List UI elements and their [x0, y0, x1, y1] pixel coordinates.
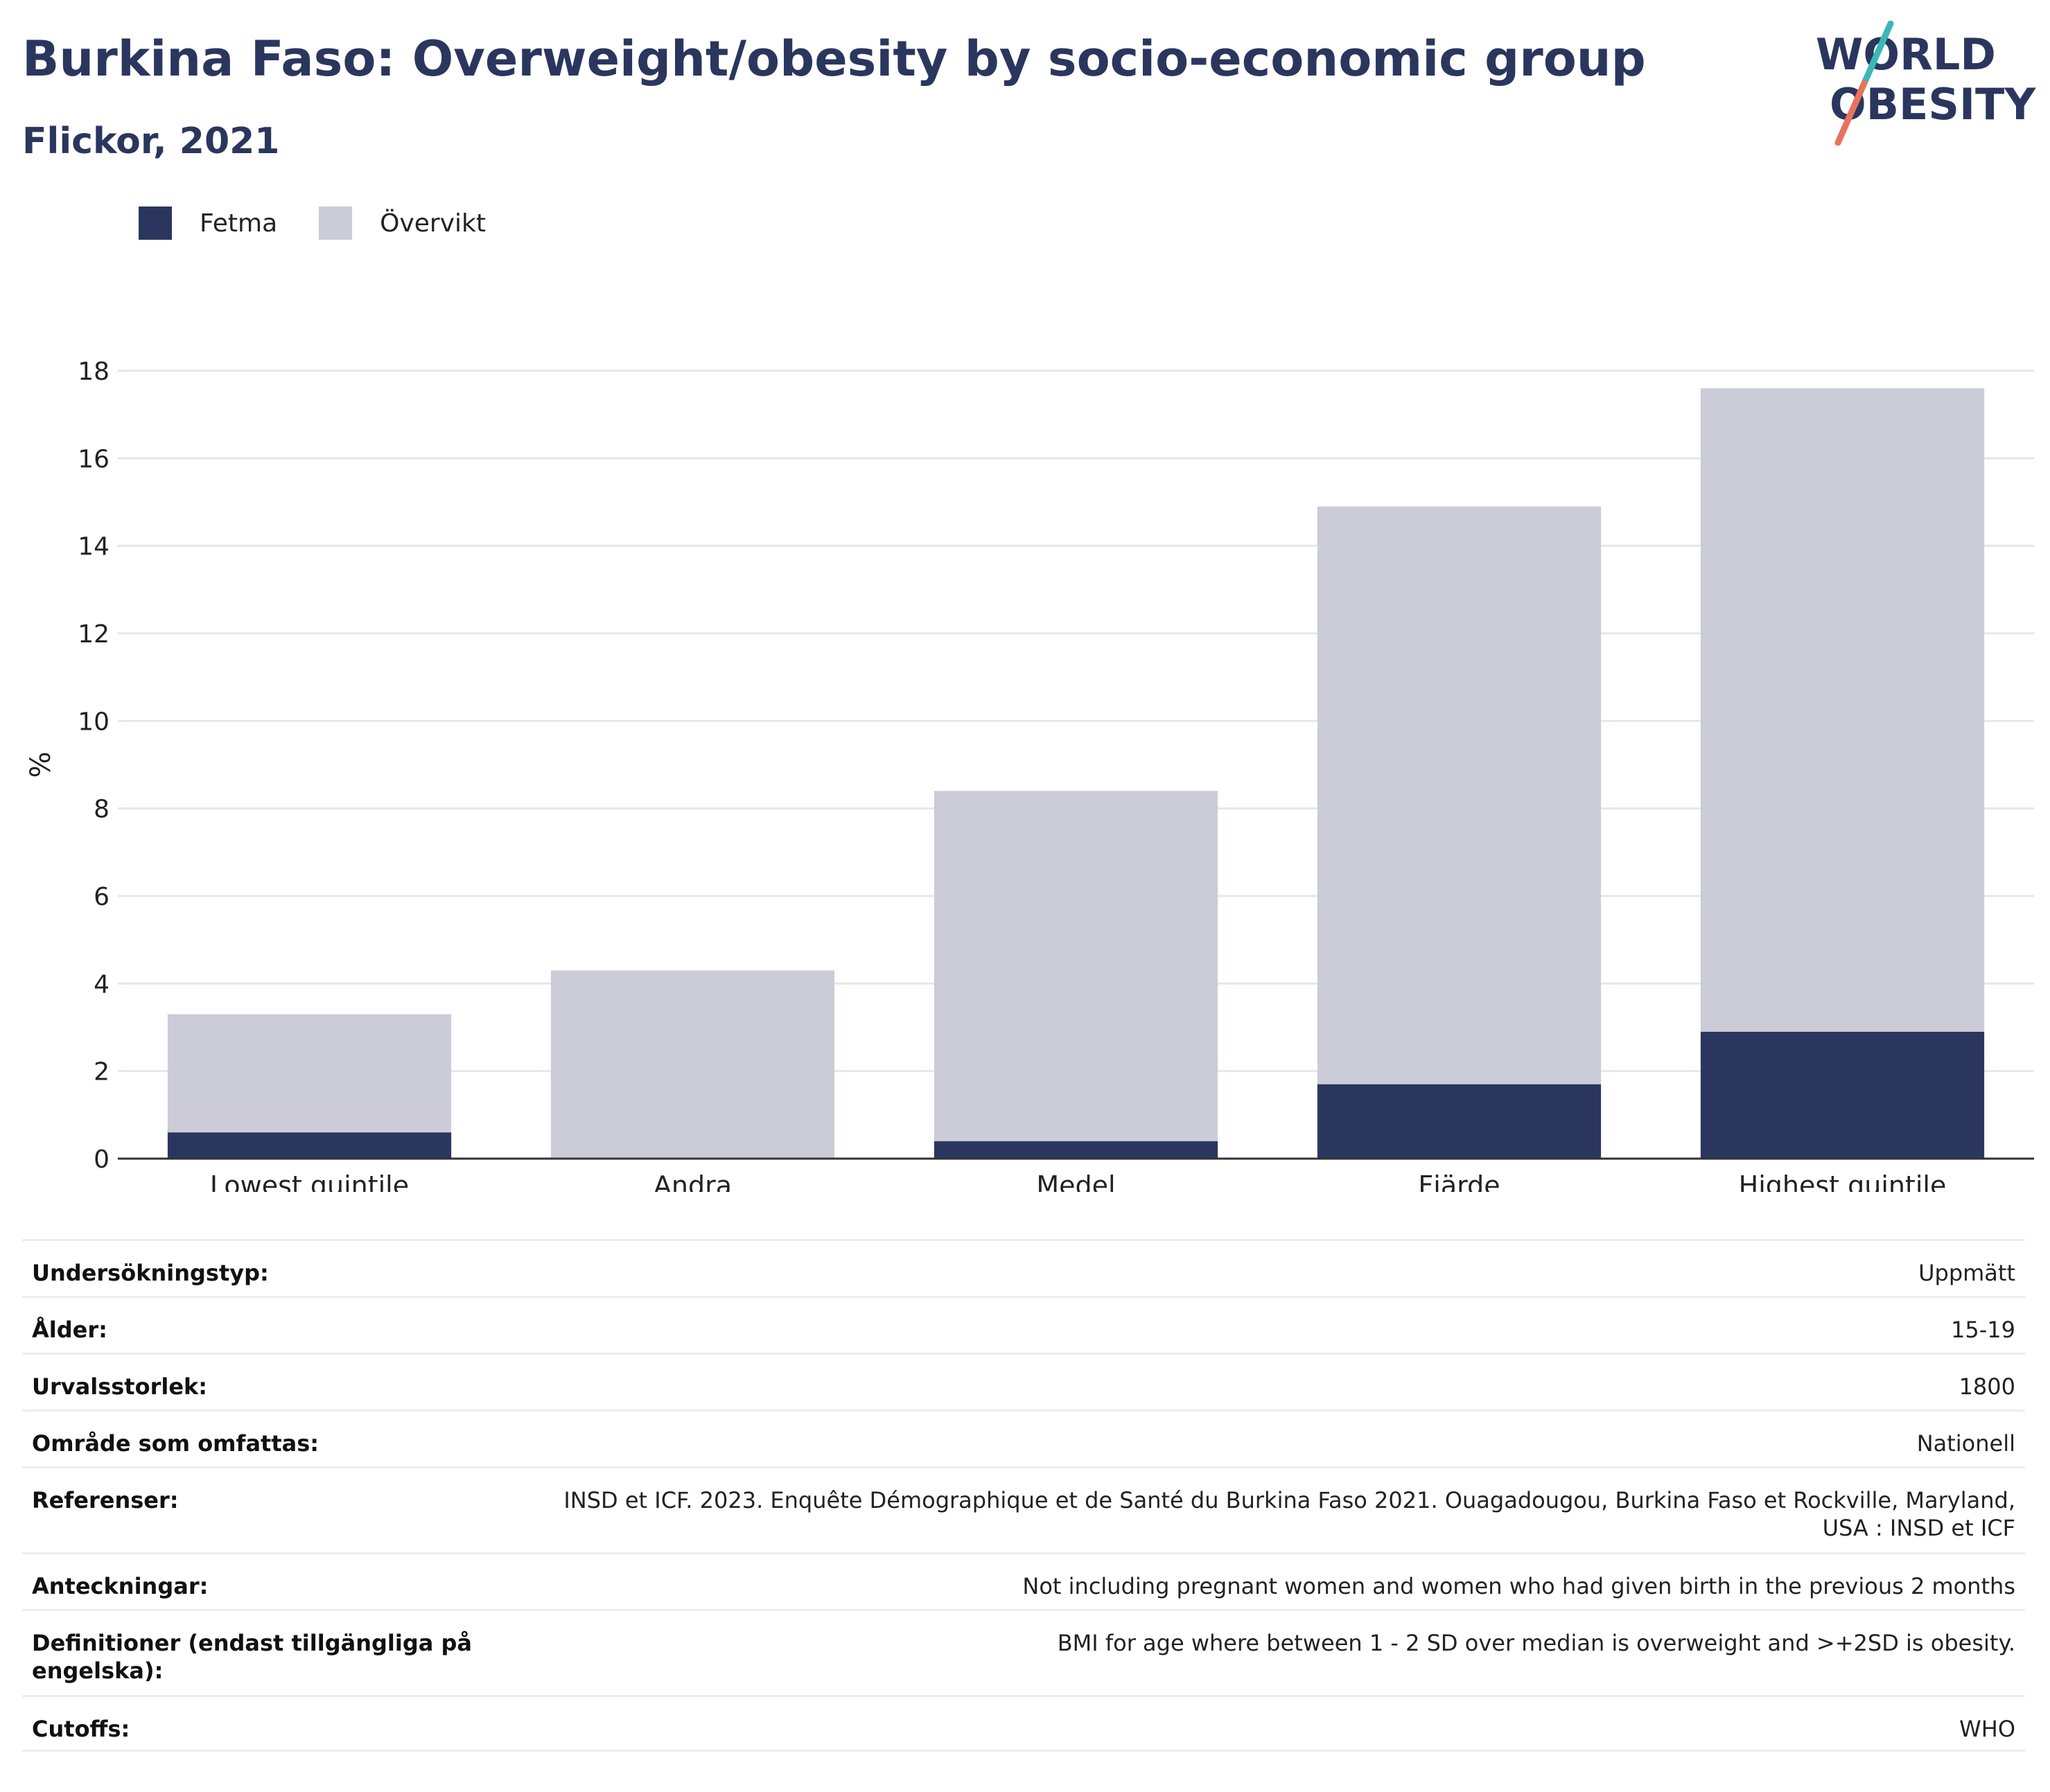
info-value: BMI for age where between 1 - 2 SD over … — [1057, 1630, 2015, 1656]
logo-text-world: WORLD — [1816, 29, 1996, 80]
y-tick-label: 12 — [78, 620, 109, 649]
chart-legend: Fetma Övervikt — [139, 205, 527, 241]
y-tick-label: 18 — [78, 358, 109, 386]
chart-title: Burkina Faso: Overweight/obesity by soci… — [22, 30, 1646, 87]
bar-overvikt — [167, 1014, 452, 1133]
legend-label-fetma: Fetma — [200, 209, 278, 238]
bar-overvikt — [934, 791, 1218, 1141]
y-tick-label: 10 — [78, 708, 109, 736]
chart-subtitle: Flickor, 2021 — [22, 121, 280, 162]
y-tick-label: 6 — [94, 883, 109, 911]
legend-swatch-overvikt — [319, 207, 353, 240]
info-row: Referenser: INSD et ICF. 2023. Enquête Dé… — [22, 1466, 2025, 1552]
legend-item-fetma[interactable]: Fetma — [139, 207, 277, 240]
bar-overvikt — [550, 970, 835, 1159]
info-label: Cutoffs: — [32, 1716, 130, 1742]
legend-item-overvikt[interactable]: Övervikt — [319, 207, 486, 240]
stacked-bar-chart: 0 2 4 6 8 10 12 14 16 18% Lowest quintile Andra Mede… — [25, 358, 2034, 1192]
info-row: Område som omfattas: Nationell — [22, 1409, 2025, 1466]
x-tick-label: Medel — [1036, 1170, 1115, 1192]
info-value: 15-19 — [1951, 1317, 2015, 1343]
info-label: Anteckningar: — [32, 1573, 209, 1599]
info-row: Cutoffs: WHO — [22, 1695, 2025, 1752]
y-tick-label: 16 — [78, 445, 109, 473]
x-tick-label: Highest quintile — [1739, 1170, 1947, 1192]
y-tick-label: 14 — [78, 533, 109, 561]
y-axis-label: % — [25, 751, 57, 778]
info-label: Ålder: — [32, 1317, 107, 1343]
info-label: Undersökningstyp: — [32, 1260, 269, 1286]
y-tick-label: 2 — [94, 1058, 109, 1087]
x-tick-label: Andra — [654, 1170, 732, 1192]
legend-label-overvikt: Övervikt — [380, 209, 486, 238]
info-row: Undersökningstyp: Uppmätt — [22, 1239, 2025, 1296]
bar-fetma — [1700, 1031, 1985, 1159]
x-tick-label: Lowest quintile — [210, 1170, 409, 1192]
info-value: INSD et ICF. 2023. Enquête Démographique… — [563, 1487, 2015, 1541]
info-value: Not including pregnant women and women w… — [1022, 1573, 2015, 1599]
info-label: Definitioner (endast tillgängliga på eng… — [32, 1630, 472, 1684]
info-row: Urvalsstorlek: 1800 — [22, 1353, 2025, 1409]
bar-overvikt — [1317, 506, 1602, 1084]
bar-fetma — [167, 1132, 452, 1159]
info-value: Uppmätt — [1918, 1260, 2015, 1286]
y-tick-label: 8 — [94, 796, 109, 824]
y-tick-label: 4 — [94, 970, 109, 999]
logo-slash-coral — [1834, 80, 1868, 146]
info-row: Definitioner (endast tillgängliga på eng… — [22, 1609, 2025, 1695]
legend-swatch-fetma — [139, 207, 172, 240]
info-label: Referenser: — [32, 1487, 179, 1513]
survey-info-table: Undersökningstyp: Uppmätt Ålder: 15-19 Urval… — [22, 1239, 2025, 1752]
world-obesity-logo: WORLD OBESITY — [1816, 21, 2036, 146]
info-value: Nationell — [1916, 1430, 2015, 1457]
info-value: 1800 — [1959, 1373, 2015, 1400]
info-row: Anteckningar: Not including pregnant wome… — [22, 1552, 2025, 1609]
y-tick-label: 0 — [94, 1145, 109, 1174]
info-label: Område som omfattas: — [32, 1430, 319, 1457]
bar-fetma — [934, 1141, 1218, 1159]
info-row: Ålder: 15-19 — [22, 1296, 2025, 1353]
logo-slash-teal — [1861, 21, 1894, 87]
info-label: Urvalsstorlek: — [32, 1373, 208, 1400]
x-tick-label: Fjärde — [1418, 1170, 1500, 1192]
bar-overvikt — [1700, 388, 1985, 1032]
info-value: WHO — [1959, 1716, 2015, 1742]
bar-fetma — [1317, 1084, 1602, 1159]
